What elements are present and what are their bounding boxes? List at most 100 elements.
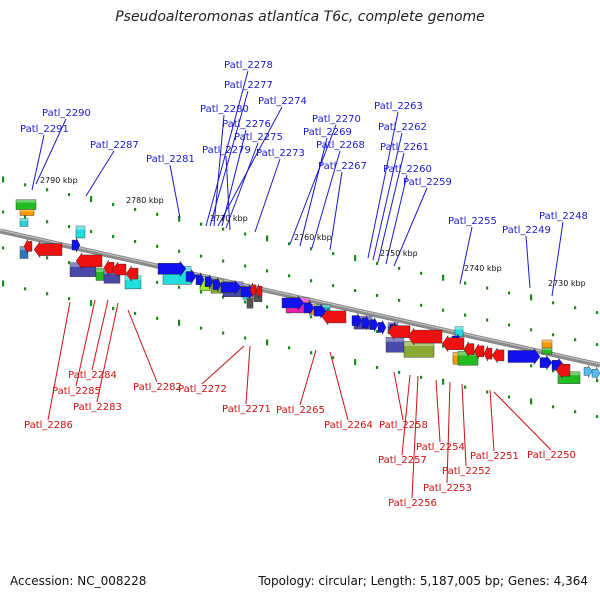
genome-summary-text: Topology: circular; Length: 5,187,005 bp… — [258, 574, 588, 588]
scale-tick — [530, 398, 533, 405]
forward-gene-label: Patl_2280 — [200, 104, 249, 115]
reverse-gene-arrow — [463, 340, 475, 358]
scale-tick — [200, 254, 203, 258]
forward-label-line — [299, 137, 328, 247]
forward-label-line — [31, 134, 45, 191]
gene-block-shine — [20, 246, 28, 251]
reverse-gene-label: Patl_2254 — [416, 442, 465, 453]
forward-gene-label: Patl_2249 — [502, 225, 551, 236]
reverse-gene-label: Patl_2272 — [178, 384, 227, 395]
forward-gene-label: Patl_2275 — [234, 132, 283, 143]
forward-gene-arrow — [591, 366, 600, 380]
forward-gene-label: Patl_2270 — [312, 114, 361, 125]
forward-label-line — [525, 235, 531, 289]
scale-tick — [486, 318, 489, 322]
reverse-gene-arrow — [33, 240, 63, 259]
scale-tick — [134, 239, 137, 243]
scale-tick — [574, 338, 577, 342]
scale-tick — [200, 326, 203, 330]
scale-tick — [596, 379, 599, 383]
forward-gene-arrow — [204, 274, 214, 289]
scale-tick — [24, 183, 27, 187]
reverse-label-line — [96, 302, 119, 403]
scale-tick — [244, 300, 247, 304]
forward-gene-label: Patl_2291 — [20, 124, 69, 135]
scale-tick — [310, 351, 313, 355]
scale-tick — [552, 369, 555, 373]
scale-tick — [508, 395, 511, 399]
gene-block-shine — [455, 326, 463, 330]
map-title: Pseudoalteromonas atlantica T6c, complet… — [115, 9, 485, 25]
scale-tick — [464, 281, 467, 285]
forward-gene-label: Patl_2274 — [258, 96, 307, 107]
forward-label-line — [221, 129, 247, 227]
reverse-gene-arrow — [111, 261, 127, 278]
forward-label-line — [459, 226, 473, 285]
forward-gene-arrow — [351, 312, 363, 329]
gene-block-shine — [16, 199, 36, 203]
forward-label-line — [205, 70, 249, 227]
scale-tick — [46, 256, 49, 260]
scale-tick — [398, 298, 401, 302]
scale-tick — [266, 339, 269, 346]
forward-gene-label: Patl_2269 — [303, 127, 352, 138]
gene-block-shine — [311, 304, 315, 308]
scale-tick — [332, 252, 335, 256]
forward-gene-label: Patl_2281 — [146, 154, 195, 165]
scale-tick — [574, 410, 577, 414]
reverse-gene-arrow — [473, 343, 485, 360]
scale-tick — [90, 230, 93, 234]
scale-tick — [2, 176, 5, 183]
scale-tick — [244, 336, 247, 340]
forward-label-line — [85, 150, 115, 197]
scale-tick — [46, 292, 49, 296]
accession-text: Accession: NC_008228 — [10, 574, 147, 588]
forward-gene-arrow — [369, 317, 379, 332]
reverse-label-line — [401, 374, 411, 456]
scale-tick — [222, 259, 225, 263]
scale-tick — [310, 247, 313, 251]
scale-tick — [596, 415, 599, 419]
scale-tick — [574, 306, 577, 310]
scale-tick — [332, 284, 335, 288]
forward-label-line — [329, 171, 343, 251]
scale-ticks — [2, 176, 599, 419]
reverse-gene-label: Patl_2250 — [527, 450, 576, 461]
label-leader-lines — [31, 70, 564, 499]
forward-gene-label: Patl_2267 — [318, 161, 367, 172]
reverse-label-line — [446, 381, 451, 484]
scale-tick — [2, 210, 5, 214]
reverse-gene-arrow — [249, 282, 257, 297]
forward-gene-label: Patl_2255 — [448, 216, 497, 227]
forward-gene-label: Patl_2273 — [256, 148, 305, 159]
scale-tick — [420, 303, 423, 307]
reverse-gene-label: Patl_2251 — [470, 451, 519, 462]
reverse-label-line — [489, 389, 495, 452]
forward-label-line — [311, 150, 341, 249]
scale-tick — [332, 356, 335, 360]
scale-tick — [266, 305, 269, 309]
forward-label-line — [393, 187, 428, 267]
scale-label: 2760 kbp — [294, 233, 332, 242]
forward-gene-arrow — [303, 300, 315, 316]
scale-tick — [156, 244, 159, 248]
forward-gene-arrow — [507, 347, 541, 366]
scale-tick — [24, 287, 27, 291]
scale-tick — [442, 274, 445, 281]
reverse-gene-label: Patl_2258 — [379, 420, 428, 431]
reverse-gene-label: Patl_2285 — [52, 386, 101, 397]
gene-block-shine — [316, 304, 330, 308]
gene-block-shine — [20, 218, 28, 221]
scale-tick — [266, 269, 269, 273]
forward-label-line — [385, 174, 408, 265]
gene-block-shine — [76, 225, 85, 230]
scale-label: 2750 kbp — [380, 249, 418, 258]
scale-tick — [310, 279, 313, 283]
scale-tick — [420, 375, 423, 379]
reverse-gene-label: Patl_2257 — [378, 455, 427, 466]
gene-block-shine — [96, 268, 104, 273]
scale-tick — [68, 297, 71, 301]
scale-tick — [596, 311, 599, 315]
forward-gene-arrow — [195, 272, 205, 287]
scale-tick — [464, 313, 467, 317]
